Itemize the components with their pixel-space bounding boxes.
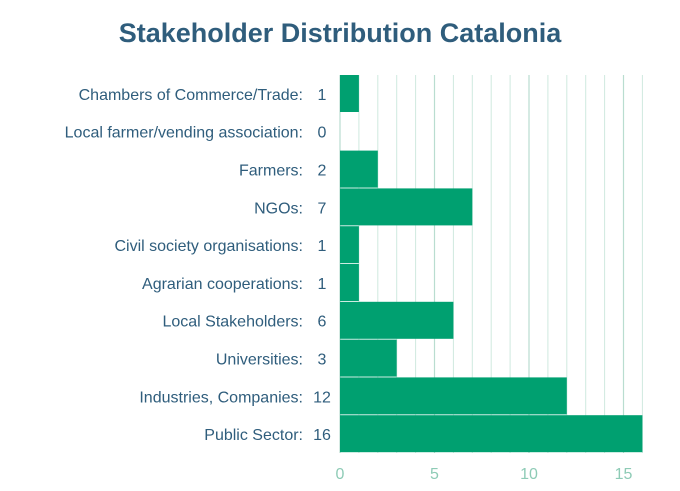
value-label: 6 — [318, 314, 327, 331]
bar — [340, 339, 397, 377]
bar — [340, 75, 359, 112]
value-label: 0 — [318, 125, 327, 142]
bar — [340, 415, 643, 453]
bar — [340, 264, 359, 301]
chart-title: Stakeholder Distribution Catalonia — [118, 18, 562, 48]
category-label: Civil society organisations: — [114, 238, 303, 255]
value-label: 7 — [318, 200, 327, 217]
category-label: NGOs: — [254, 200, 303, 217]
value-label: 16 — [313, 427, 331, 444]
category-label: Local Stakeholders: — [162, 314, 303, 331]
value-label: 1 — [318, 87, 327, 104]
value-label: 1 — [318, 238, 327, 255]
category-label: Chambers of Commerce/Trade: — [79, 87, 303, 104]
bar — [340, 150, 378, 188]
bar — [340, 188, 473, 226]
x-axis-ticks: 0 5 10 15 — [336, 466, 633, 483]
bar — [340, 301, 454, 339]
bar — [340, 226, 359, 264]
x-tick-label: 15 — [615, 466, 633, 483]
category-label: Agrarian cooperations: — [142, 276, 303, 293]
value-label: 3 — [318, 352, 327, 369]
x-tick-label: 10 — [520, 466, 538, 483]
category-label: Universities: — [216, 352, 303, 369]
category-label: Local farmer/vending association: — [65, 125, 303, 142]
value-label: 2 — [318, 163, 327, 180]
x-tick-label: 5 — [430, 466, 439, 483]
value-label: 12 — [313, 389, 331, 406]
x-tick-label: 0 — [336, 466, 345, 483]
category-label: Farmers: — [239, 163, 303, 180]
category-label: Industries, Companies: — [139, 389, 303, 406]
bar-series — [340, 75, 643, 453]
category-labels: Chambers of Commerce/Trade: Local farmer/… — [65, 87, 303, 444]
category-label: Public Sector: — [204, 427, 303, 444]
value-label: 1 — [318, 276, 327, 293]
bar — [340, 377, 567, 415]
